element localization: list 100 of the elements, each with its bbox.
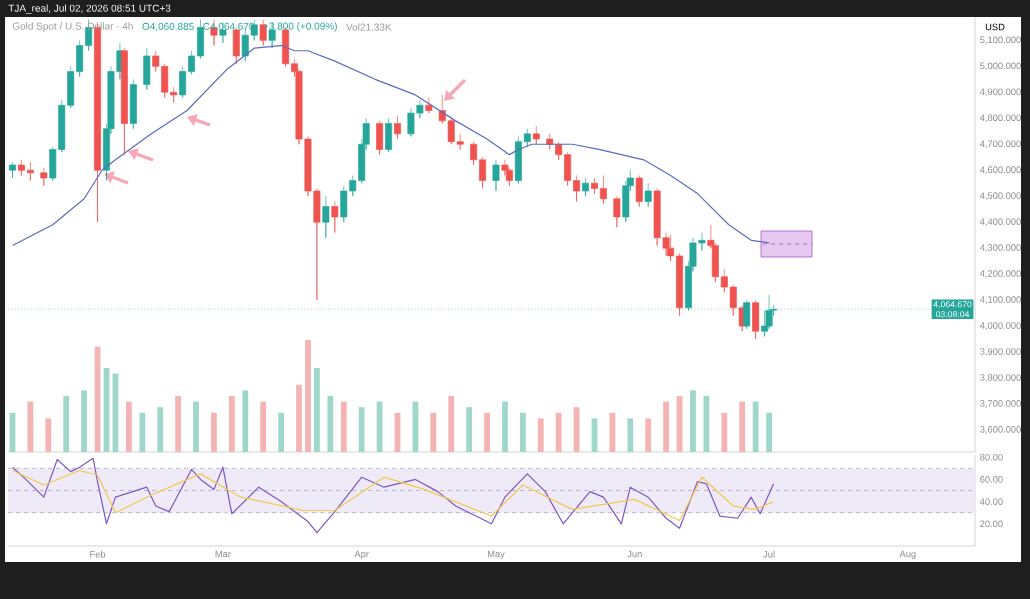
bar bbox=[193, 401, 199, 452]
candlestick bbox=[752, 299, 760, 340]
candlestick bbox=[532, 125, 540, 145]
bar bbox=[484, 412, 490, 452]
bar bbox=[81, 390, 88, 452]
candlestick bbox=[9, 162, 16, 179]
candlestick bbox=[582, 177, 589, 197]
y-tick-label: 4,600.000 bbox=[979, 166, 1021, 175]
candlestick bbox=[170, 86, 178, 104]
y-axis-title: USD bbox=[985, 23, 1005, 31]
candlestick bbox=[385, 117, 393, 153]
bar bbox=[45, 418, 52, 452]
y-tick-label: 4,100.000 bbox=[979, 296, 1021, 304]
line-series bbox=[11, 469, 775, 522]
candlestick bbox=[188, 50, 196, 75]
line-series bbox=[11, 44, 770, 247]
candlestick bbox=[573, 175, 581, 202]
x-tick-label: Apr bbox=[354, 550, 369, 560]
bar bbox=[314, 368, 320, 452]
bar bbox=[305, 340, 311, 452]
text: TJA_real, Jul 02, 2026 08:51 UTC+3 bbox=[8, 4, 171, 14]
candlestick bbox=[514, 136, 522, 184]
bar bbox=[260, 401, 267, 452]
candlestick bbox=[376, 120, 384, 155]
y-tick-label: 3,800.000 bbox=[980, 374, 1021, 382]
bar bbox=[139, 412, 146, 452]
bar bbox=[412, 401, 419, 452]
candlestick bbox=[40, 167, 48, 187]
bar bbox=[228, 396, 235, 452]
annotation: Vol21.33K bbox=[346, 23, 392, 31]
y-tick-label: 4,000.000 bbox=[979, 322, 1021, 330]
candlestick bbox=[17, 159, 25, 176]
bar bbox=[211, 412, 217, 452]
bar bbox=[125, 401, 132, 452]
candlestick bbox=[479, 156, 487, 189]
candlestick bbox=[523, 128, 531, 148]
y-tick-label: 80.00 bbox=[980, 453, 1003, 461]
bar bbox=[175, 396, 182, 452]
y-tick-label: 4,500.000 bbox=[979, 192, 1021, 201]
x-tick-label: Jun bbox=[627, 550, 642, 558]
candlestick bbox=[555, 141, 563, 161]
bar bbox=[340, 401, 347, 452]
annotation: 03:08:04 bbox=[936, 311, 970, 318]
bar bbox=[690, 390, 696, 452]
bar bbox=[448, 396, 455, 452]
bar bbox=[627, 418, 634, 452]
y-tick-label: 3,700.000 bbox=[980, 400, 1021, 408]
bar bbox=[27, 401, 34, 452]
x-tick-label: Feb bbox=[90, 550, 106, 558]
candlestick bbox=[492, 159, 500, 192]
y-tick-label: 4,900.000 bbox=[979, 88, 1021, 97]
x-tick-label: Mar bbox=[215, 550, 231, 558]
y-tick-label: 20.00 bbox=[980, 520, 1003, 528]
x-tick-label: May bbox=[487, 550, 505, 560]
bar bbox=[555, 412, 562, 452]
candlestick bbox=[394, 115, 401, 140]
candlestick bbox=[129, 78, 137, 129]
bar bbox=[502, 401, 508, 452]
x-tick-label: Jul bbox=[763, 550, 775, 558]
candlestick bbox=[425, 97, 433, 114]
bar bbox=[519, 412, 526, 452]
ref-line-label: 4,064.670 bbox=[933, 301, 972, 309]
bar bbox=[278, 412, 284, 452]
bar bbox=[242, 390, 249, 452]
y-tick-label: 4,200.000 bbox=[979, 270, 1021, 278]
candlestick bbox=[591, 177, 598, 194]
candlestick bbox=[120, 47, 128, 155]
candlestick bbox=[564, 151, 572, 187]
bar bbox=[537, 418, 544, 452]
y-tick-label: 4,300.000 bbox=[979, 244, 1021, 252]
candlestick bbox=[331, 201, 339, 233]
annotation: O4,060.885 bbox=[142, 22, 194, 32]
x-tick-label: Aug bbox=[899, 550, 916, 560]
bar bbox=[296, 384, 302, 452]
bar bbox=[358, 407, 365, 452]
bar bbox=[739, 401, 746, 452]
candlestick bbox=[676, 252, 684, 316]
candlestick bbox=[143, 47, 151, 91]
bar bbox=[766, 412, 772, 452]
bar bbox=[327, 396, 334, 452]
candlestick bbox=[322, 195, 330, 239]
bar bbox=[752, 401, 759, 452]
candlestick bbox=[76, 40, 84, 78]
bar bbox=[430, 412, 437, 452]
y-tick-label: 5,100.000 bbox=[980, 36, 1021, 45]
y-tick-label: 60.00 bbox=[980, 476, 1003, 483]
y-tick-label: 4,700.000 bbox=[979, 140, 1021, 149]
y-tick-label: 3,600.000 bbox=[980, 426, 1021, 434]
candlestick bbox=[613, 195, 621, 228]
y-tick-label: 40.00 bbox=[979, 498, 1003, 505]
candlestick bbox=[599, 175, 607, 205]
bar bbox=[63, 396, 70, 452]
candlestick bbox=[644, 182, 652, 207]
y-tick-label: 4,800.000 bbox=[979, 114, 1021, 123]
bar bbox=[645, 418, 652, 452]
y-tick-label: 3,900.000 bbox=[980, 348, 1021, 356]
candlestick bbox=[26, 162, 34, 181]
candlestick bbox=[470, 141, 478, 166]
bar bbox=[663, 401, 670, 452]
bar bbox=[157, 407, 164, 452]
